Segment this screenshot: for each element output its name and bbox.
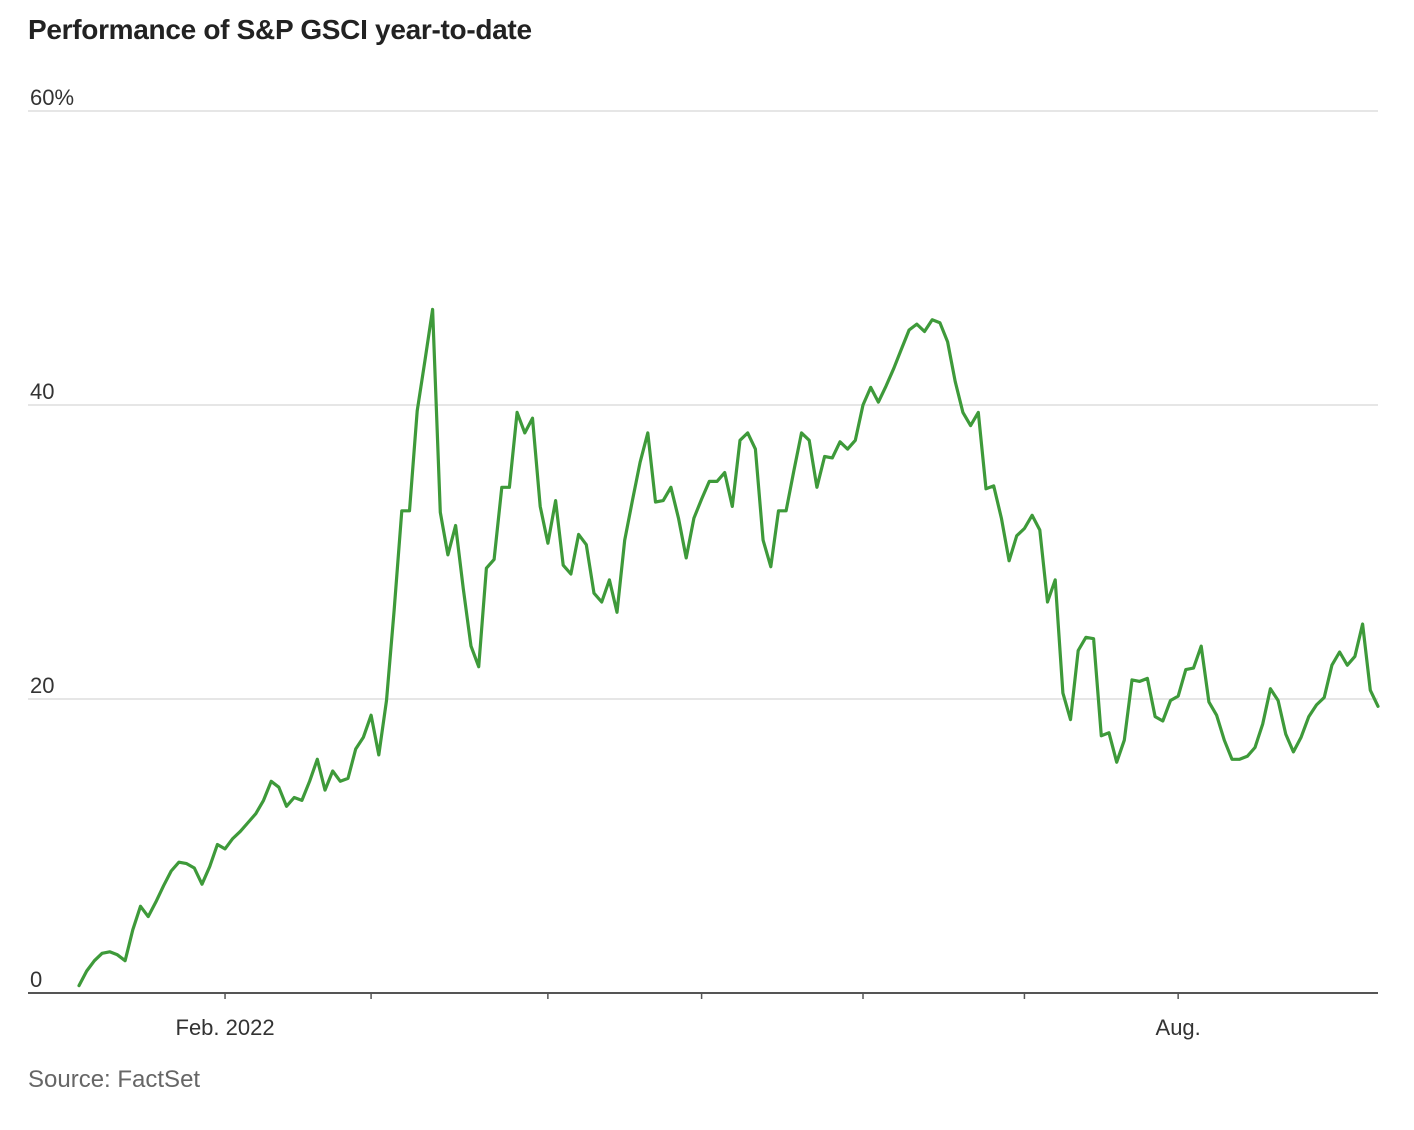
source-note: Source: FactSet [28,1066,201,1093]
y-tick-label-0: 0 [30,967,42,992]
grid-lines [28,110,1378,700]
x-tick-label-1: Aug. [1156,1015,1201,1040]
y-tick-label-40: 40 [30,379,54,404]
x-axis: Feb. 2022 Aug. [28,992,1378,1040]
y-tick-label-60: 60% [30,85,74,110]
y-axis-tick-labels: 0 20 40 60% [30,85,74,992]
line-chart: 0 20 40 60% Feb. 2022 Aug. [28,85,1380,1040]
x-tick-label-0: Feb. 2022 [176,1015,275,1040]
series-line-sp-gsci [77,307,1380,988]
series-layer [77,307,1380,988]
chart-title: Performance of S&P GSCI year-to-date [28,14,532,45]
y-tick-label-20: 20 [30,673,54,698]
